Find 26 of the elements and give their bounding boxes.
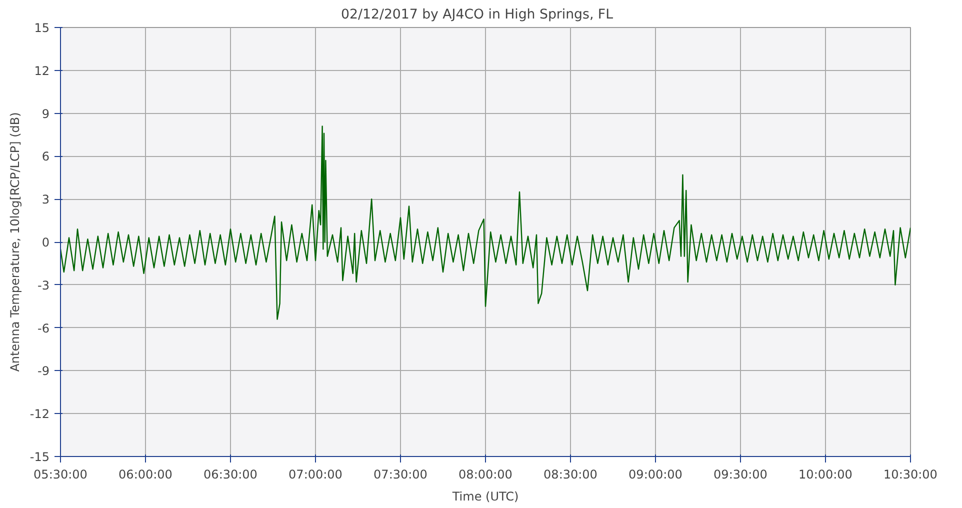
y-axis-title: Antenna Temperature, 10log[RCP/LCP] (dB): [8, 112, 22, 372]
x-tick-label: 10:00:00: [798, 468, 852, 482]
y-tick-label: -12: [30, 407, 50, 422]
x-tick-label: 09:00:00: [628, 468, 682, 482]
chart-title: 02/12/2017 by AJ4CO in High Springs, FL: [341, 8, 614, 22]
x-tick-label: 07:00:00: [288, 468, 342, 482]
x-tick-label: 09:30:00: [714, 468, 768, 482]
y-tick-label: 0: [42, 236, 50, 250]
y-tick-label: -15: [30, 450, 50, 464]
x-tick-label: 05:30:00: [34, 468, 88, 482]
x-axis-title: Time (UTC): [451, 490, 519, 504]
x-tick-label: 06:00:00: [118, 468, 172, 482]
x-tick-label: 07:30:00: [374, 468, 428, 482]
y-tick-label: -3: [38, 278, 50, 292]
x-tick-label: 08:30:00: [544, 468, 598, 482]
y-tick-label: 3: [42, 192, 50, 207]
y-tick-label: 6: [42, 150, 50, 164]
x-tick-label: 08:00:00: [458, 468, 512, 482]
line-series: [60, 126, 910, 320]
x-tick-label: 06:30:00: [204, 468, 258, 482]
x-tick-label: 10:30:00: [884, 468, 938, 482]
y-tick-label: 12: [34, 64, 50, 78]
y-tick-label: -6: [38, 321, 50, 336]
y-tick-label: 15: [34, 21, 50, 35]
y-tick-label: 9: [42, 106, 50, 121]
y-tick-label: -9: [38, 364, 50, 378]
